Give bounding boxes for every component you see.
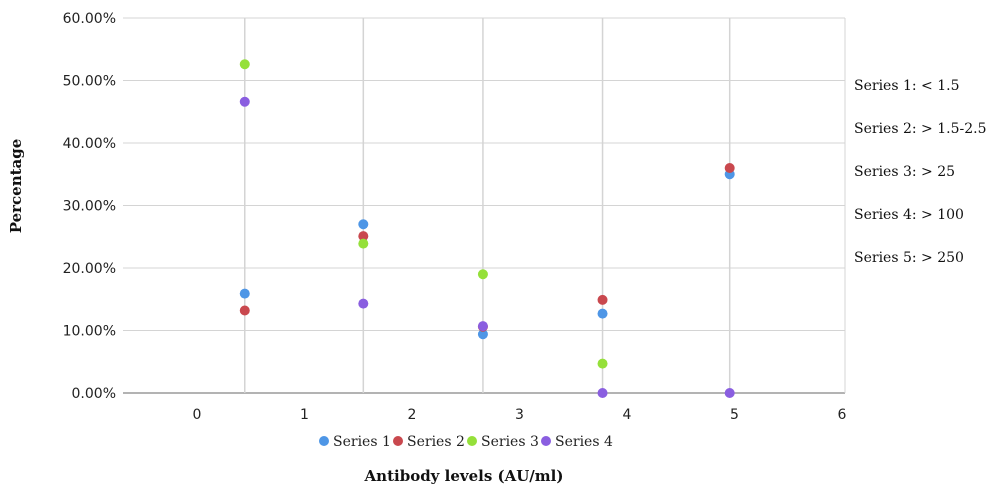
x-tick-label: 2 [408, 407, 417, 423]
point-series-2 [724, 163, 735, 173]
y-tick-label: 30.00% [63, 199, 116, 215]
legend-label: Series 1 [333, 434, 391, 450]
point-series-4 [724, 388, 735, 398]
point-series-1 [477, 329, 488, 340]
point-series-4 [239, 96, 250, 107]
point-series-3 [239, 59, 250, 70]
point-series-3 [358, 238, 369, 249]
point-series-2 [597, 294, 608, 305]
y-tick-label: 40.00% [63, 136, 116, 152]
y-tick-label: 50.00% [63, 74, 116, 90]
point-series-4 [477, 321, 488, 332]
legend-marker [541, 436, 551, 446]
series-annotation: Series 2: > 1.5-2.5 [854, 121, 986, 137]
x-axis-title: Antibody levels (AU/ml) [364, 467, 564, 485]
x-axis-ticks: 0 1 2 3 4 5 6 [193, 407, 847, 423]
point-series-1 [358, 219, 369, 230]
grid [123, 17, 846, 394]
point-series-1 [239, 288, 250, 299]
y-tick-label: 0.00% [72, 386, 116, 402]
point-series-1 [597, 308, 608, 319]
data-points [239, 59, 735, 398]
series-annotations: Series 1: < 1.5 Series 2: > 1.5-2.5 Series… [854, 78, 986, 266]
point-series-2 [358, 231, 369, 242]
x-tick-label: 4 [623, 407, 632, 423]
series-annotation: Series 3: > 25 [854, 164, 955, 180]
point-series-4 [597, 388, 608, 398]
x-tick-label: 1 [300, 407, 309, 423]
legend-label: Series 4 [555, 434, 613, 450]
y-tick-label: 20.00% [63, 261, 116, 277]
point-series-3 [477, 269, 488, 280]
series-annotation: Series 4: > 100 [854, 207, 964, 223]
y-tick-label: 60.00% [63, 11, 116, 27]
x-tick-label: 6 [838, 407, 847, 423]
legend-label: Series 3 [481, 434, 539, 450]
series-annotation: Series 1: < 1.5 [854, 78, 960, 94]
point-series-3 [597, 358, 608, 369]
point-series-2 [239, 305, 250, 316]
legend: Series 1 Series 2 Series 3 Series 4 [319, 434, 613, 450]
y-axis-title: Percentage [7, 139, 25, 234]
point-series-4 [358, 298, 369, 309]
y-tick-label: 10.00% [63, 324, 116, 340]
x-tick-label: 5 [730, 407, 739, 423]
legend-marker [319, 436, 329, 446]
legend-label: Series 2 [407, 434, 465, 450]
y-axis-ticks: 0.00% 10.00% 20.00% 30.00% 40.00% 50.00% 60.00… [63, 11, 116, 402]
x-tick-label: 0 [193, 407, 202, 423]
legend-marker [393, 436, 403, 446]
x-tick-label: 3 [515, 407, 524, 423]
series-annotation: Series 5: > 250 [854, 250, 964, 266]
legend-marker [467, 436, 477, 446]
